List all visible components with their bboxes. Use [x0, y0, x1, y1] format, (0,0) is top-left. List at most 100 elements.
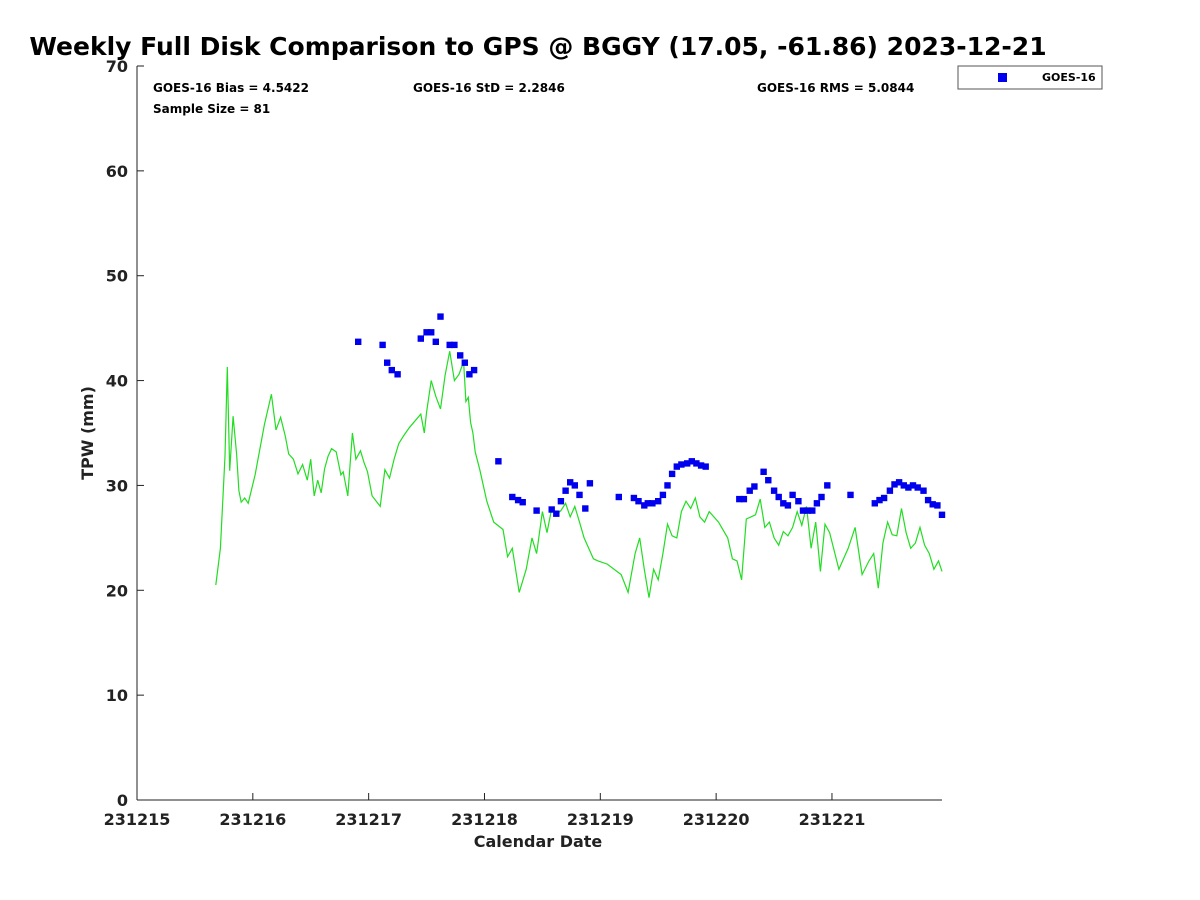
goes16-point: [813, 500, 821, 507]
legend: GOES-16: [957, 65, 1103, 90]
goes16-point: [804, 507, 811, 514]
goes16-point: [423, 329, 430, 336]
goes16-point: [466, 371, 473, 378]
goes16-point: [668, 470, 676, 478]
y-tick-label: 0: [117, 791, 128, 810]
x-tick-label: 231215: [104, 810, 171, 829]
legend-marker: [998, 73, 1007, 82]
goes16-point: [765, 477, 772, 484]
goes16-point: [379, 341, 386, 349]
gps-tpw-line: [215, 351, 943, 598]
goes16-point: [746, 487, 753, 494]
goes16-point: [446, 341, 453, 349]
goes16-point: [880, 494, 888, 502]
goes16-point: [818, 493, 825, 501]
goes16-point: [509, 493, 516, 501]
goes16-point: [582, 505, 589, 512]
goes16-point: [557, 498, 565, 505]
goes16-point: [457, 352, 464, 359]
goes16-point: [693, 460, 700, 467]
goes16-point: [586, 480, 594, 487]
goes16-point: [514, 496, 522, 504]
goes16-point: [934, 502, 941, 509]
goes16-point: [702, 463, 709, 470]
goes16-point: [847, 491, 854, 499]
goes16-point: [533, 507, 540, 514]
goes16-point: [437, 313, 444, 320]
goes16-point: [664, 482, 671, 489]
goes16-point: [809, 507, 816, 514]
goes16-point: [775, 493, 782, 501]
goes16-point: [688, 458, 695, 465]
sample-size-stat: Sample Size = 81: [153, 102, 270, 116]
goes16-point: [470, 366, 478, 374]
x-tick-label: 231221: [799, 810, 866, 829]
goes16-point: [905, 484, 912, 491]
goes16-point: [914, 484, 921, 491]
goes16-point: [635, 498, 642, 505]
goes16-point: [355, 338, 362, 345]
goes16-point: [673, 463, 680, 470]
goes16-point: [576, 491, 583, 499]
x-tick-label: 231216: [219, 810, 286, 829]
goes16-point: [644, 500, 651, 507]
goes16-point: [876, 496, 883, 504]
goes16-point: [451, 341, 458, 349]
goes16-point: [871, 500, 878, 507]
y-tick-label: 50: [106, 267, 128, 286]
goes16-point: [553, 510, 560, 517]
goes16-point: [938, 511, 946, 518]
goes16-point: [886, 487, 894, 494]
y-axis-label: TPW (mm): [78, 386, 97, 480]
goes16-point: [615, 493, 622, 501]
goes16-point: [929, 501, 936, 508]
goes16-point: [571, 482, 578, 489]
x-tick-label: 231217: [335, 810, 402, 829]
goes16-point: [895, 479, 903, 486]
goes16-point: [909, 482, 917, 489]
y-ticks: 0 10 20 30 40 50 60 70: [106, 57, 144, 810]
x-tick-label: 231220: [683, 810, 750, 829]
axes: 0 10 20 30 40 50 60 70 231215 231216 231217 231218…: [104, 57, 942, 829]
goes16-point: [417, 335, 424, 342]
goes16-point: [461, 359, 468, 366]
y-tick-label: 10: [106, 686, 128, 705]
x-ticks: 231215 231216 231217 231218 231219 231220 2312…: [104, 793, 866, 829]
goes16-point: [891, 481, 898, 488]
goes16-point: [740, 495, 748, 503]
y-tick-label: 70: [106, 57, 128, 76]
y-tick-label: 60: [106, 162, 128, 181]
chart-title: Weekly Full Disk Comparison to GPS @ BGG…: [29, 32, 1046, 61]
goes16-point: [519, 499, 526, 506]
goes16-point: [697, 462, 705, 469]
x-tick-label: 231219: [567, 810, 634, 829]
goes16-point: [751, 483, 758, 490]
legend-box: [957, 65, 1103, 90]
goes16-point: [678, 461, 685, 468]
goes16-point: [394, 371, 401, 378]
goes16-point: [388, 366, 395, 374]
rms-stat: GOES-16 RMS = 5.0844: [757, 81, 914, 95]
y-tick-label: 20: [106, 581, 128, 600]
goes16-point: [630, 494, 638, 502]
goes16-point: [924, 496, 932, 504]
goes16-point: [684, 460, 691, 467]
goes16-point: [428, 329, 435, 336]
goes16-point: [641, 502, 648, 509]
goes16-point: [567, 479, 574, 486]
x-tick-label: 231218: [451, 810, 518, 829]
goes16-point: [432, 338, 439, 345]
goes16-point: [495, 458, 502, 465]
goes16-point: [548, 506, 555, 513]
goes16-point: [824, 482, 831, 489]
goes16-point: [920, 487, 927, 494]
std-stat: GOES-16 StD = 2.2846: [413, 81, 565, 95]
y-tick-label: 40: [106, 372, 128, 391]
goes16-point: [655, 498, 662, 505]
bias-stat: GOES-16 Bias = 4.5422: [153, 81, 309, 95]
goes16-point: [799, 507, 807, 514]
goes16-point: [770, 487, 778, 494]
goes16-point: [760, 468, 767, 475]
plot-area: [215, 313, 946, 598]
